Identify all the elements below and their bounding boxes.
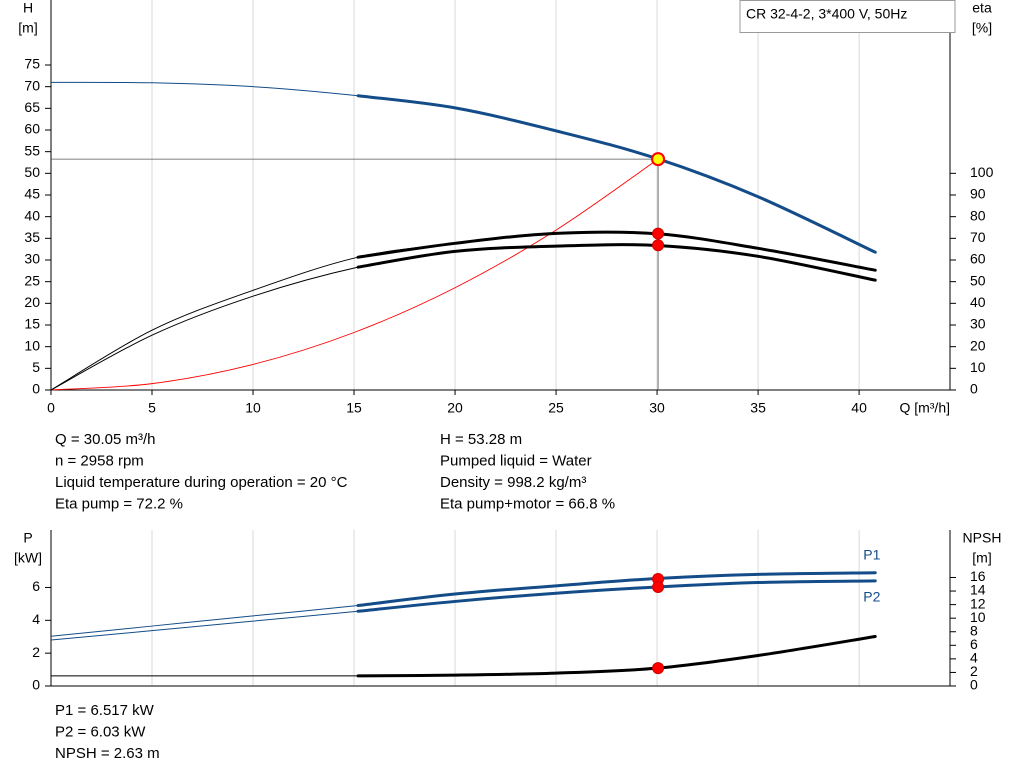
y-tick-label: 55 xyxy=(24,142,40,158)
duty-point xyxy=(652,662,665,675)
info-text: n = 2958 rpm xyxy=(55,452,144,469)
y-tick-label: 5 xyxy=(32,359,40,375)
y-tick-label: 65 xyxy=(24,99,40,115)
x-tick-label: 35 xyxy=(750,400,766,416)
curve-thin xyxy=(50,580,876,641)
y-axis-label: [kW] xyxy=(14,550,42,566)
curve-operating xyxy=(356,579,877,613)
duty-point xyxy=(652,227,665,240)
curve-operating xyxy=(356,94,877,254)
y-tick-label: 0 xyxy=(32,677,40,693)
y-axis-label: P xyxy=(23,530,32,546)
y-tick-label: 70 xyxy=(24,77,40,93)
info-text: NPSH = 2.63 m xyxy=(55,745,160,762)
x-tick-label: 25 xyxy=(548,400,564,416)
info-text: Density = 998.2 kg/m³ xyxy=(440,474,586,491)
duty-point xyxy=(652,580,665,593)
y2-tick-label: 0 xyxy=(970,677,978,693)
info-text: H = 53.28 m xyxy=(440,431,522,448)
y-tick-label: 45 xyxy=(24,186,40,202)
curve-operating xyxy=(356,571,877,608)
y2-tick-label: 12 xyxy=(970,595,986,611)
y2-tick-label: 50 xyxy=(970,272,986,288)
info-text: P2 = 6.03 kW xyxy=(55,723,146,740)
y-axis-label: [m] xyxy=(18,20,37,36)
y2-tick-label: 8 xyxy=(970,622,978,638)
y-tick-label: 25 xyxy=(24,272,40,288)
info-text: Eta pump+motor = 66.8 % xyxy=(440,495,615,512)
y-tick-label: 6 xyxy=(32,578,40,594)
x-tick-label: 5 xyxy=(148,400,156,416)
y2-tick-label: 80 xyxy=(970,207,986,223)
y2-axis-label: eta xyxy=(972,0,992,16)
x-tick-label: 40 xyxy=(851,400,867,416)
y2-tick-label: 40 xyxy=(970,294,986,310)
y-tick-label: 60 xyxy=(24,121,40,137)
y-tick-label: 15 xyxy=(24,316,40,332)
y-tick-label: 0 xyxy=(32,381,40,397)
y-tick-label: 40 xyxy=(24,207,40,223)
y2-tick-label: 10 xyxy=(970,609,986,625)
y2-tick-label: 2 xyxy=(970,663,978,679)
x-tick-label: 15 xyxy=(346,400,362,416)
y-tick-label: 30 xyxy=(24,251,40,267)
y2-axis-label: NPSH xyxy=(963,530,1002,546)
y-axis-label: H xyxy=(23,0,33,16)
y2-tick-label: 6 xyxy=(970,636,978,652)
y-tick-label: 10 xyxy=(24,337,40,353)
curve-thin xyxy=(50,81,876,253)
y2-tick-label: 20 xyxy=(970,337,986,353)
curve-label: P1 xyxy=(863,546,880,562)
y2-tick-label: 60 xyxy=(970,251,986,267)
y2-tick-label: 0 xyxy=(970,381,978,397)
y2-tick-label: 100 xyxy=(970,164,994,180)
curve-operating xyxy=(356,243,877,282)
y-tick-label: 20 xyxy=(24,294,40,310)
x-tick-label: 30 xyxy=(649,400,665,416)
x-tick-label: 20 xyxy=(447,400,463,416)
y2-tick-label: 4 xyxy=(970,650,978,666)
info-text: P1 = 6.517 kW xyxy=(55,702,155,719)
title-box xyxy=(739,0,956,33)
y2-tick-label: 70 xyxy=(970,229,986,245)
x-tick-label: 0 xyxy=(47,400,55,416)
info-text: Liquid temperature during operation = 20… xyxy=(55,474,348,491)
y-tick-label: 2 xyxy=(32,644,40,660)
y2-axis-label: [%] xyxy=(972,20,992,36)
info-text: Q = 30.05 m³/h xyxy=(55,431,155,448)
curve-operating xyxy=(356,634,877,678)
info-text: Eta pump = 72.2 % xyxy=(55,495,183,512)
y2-tick-label: 30 xyxy=(970,316,986,332)
curve-thin xyxy=(50,244,876,391)
curve-label: P2 xyxy=(863,589,880,605)
y-tick-label: 75 xyxy=(24,56,40,72)
y2-axis-label: [m] xyxy=(972,550,991,566)
y2-tick-label: 14 xyxy=(970,582,986,598)
y-tick-label: 50 xyxy=(24,164,40,180)
y2-tick-label: 16 xyxy=(970,568,986,584)
curve-operating xyxy=(356,230,877,272)
duty-point xyxy=(651,152,666,167)
y-tick-label: 4 xyxy=(32,611,40,627)
chart-title: CR 32-4-2, 3*400 V, 50Hz xyxy=(746,6,907,22)
info-text: Pumped liquid = Water xyxy=(440,452,592,469)
x-axis-label: Q [m³/h] xyxy=(899,400,950,416)
y2-tick-label: 10 xyxy=(970,359,986,375)
y-tick-label: 35 xyxy=(24,229,40,245)
duty-point xyxy=(652,239,665,252)
y2-tick-label: 90 xyxy=(970,186,986,202)
system-curve xyxy=(50,158,659,391)
x-tick-label: 10 xyxy=(245,400,261,416)
